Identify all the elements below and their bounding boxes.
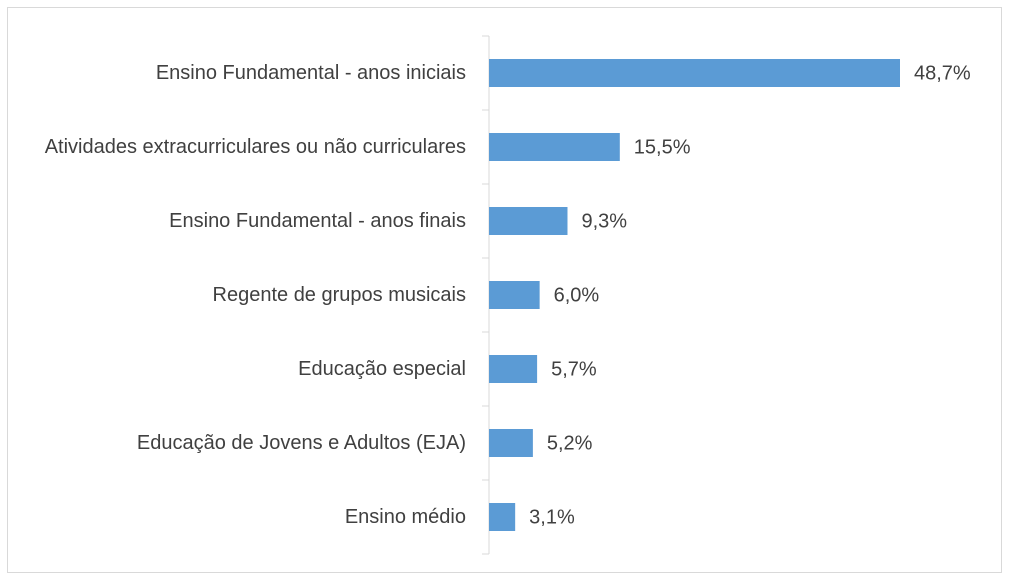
data-label: 15,5% — [634, 136, 691, 158]
category-label: Atividades extracurriculares ou não curr… — [44, 136, 466, 158]
category-label: Educação especial — [298, 358, 466, 380]
category-label: Ensino Fundamental - anos finais — [169, 210, 466, 232]
category-label: Regente de grupos musicais — [212, 284, 466, 306]
bar — [489, 133, 620, 161]
category-label: Educação de Jovens e Adultos (EJA) — [136, 432, 466, 454]
data-label: 6,0% — [554, 284, 600, 306]
data-label: 3,1% — [529, 506, 575, 528]
category-label: Ensino Fundamental - anos iniciais — [155, 62, 466, 84]
data-label: 5,2% — [547, 432, 593, 454]
category-label: Ensino médio — [344, 506, 466, 528]
bar — [489, 503, 516, 531]
chart-frame — [7, 7, 1002, 573]
bar — [489, 59, 900, 87]
bar — [489, 207, 568, 235]
bar — [489, 429, 533, 457]
data-label: 5,7% — [551, 358, 597, 380]
data-label: 9,3% — [581, 210, 627, 232]
bar — [489, 281, 540, 309]
bar — [489, 355, 538, 383]
data-label: 48,7% — [914, 62, 971, 84]
